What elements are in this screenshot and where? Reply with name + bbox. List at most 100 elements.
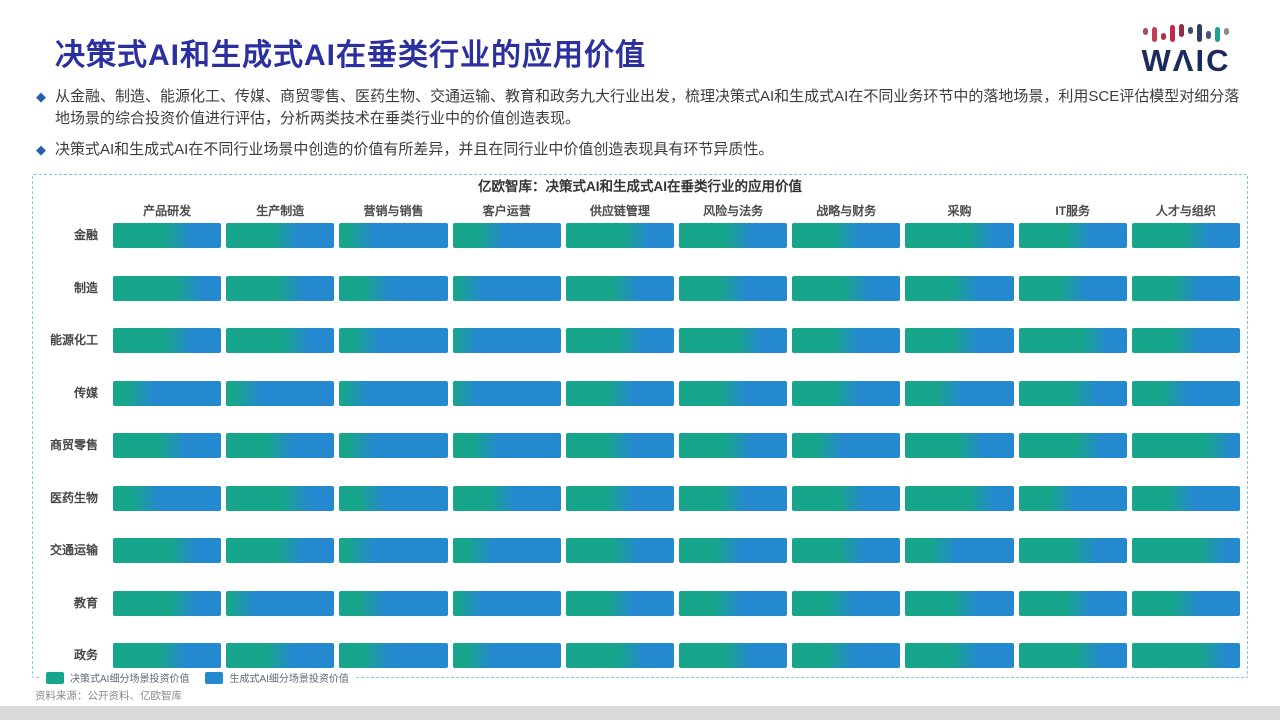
chart-panel: 亿欧智库：决策式AI和生成式AI在垂类行业的应用价值 产品研发 生产制造 营销与销售…	[32, 174, 1248, 686]
chart-cell	[452, 328, 561, 353]
chart-cell	[1131, 538, 1240, 563]
diamond-bullet-icon: ◆	[36, 89, 46, 104]
chart-cell	[452, 643, 561, 668]
chart-cell	[565, 643, 674, 668]
chart-cell	[905, 328, 1014, 353]
chart-cell	[339, 485, 448, 511]
waic-logo: WΛIC	[1118, 12, 1254, 76]
chart-cell	[792, 538, 901, 563]
chart-cell	[452, 275, 561, 301]
bullet-item: ◆ 决策式AI和生成式AI在不同行业场景中创造的价值有所差异，并且在同行业中价值…	[36, 139, 1254, 161]
chart-cell	[113, 328, 222, 353]
chart-cell	[226, 380, 335, 406]
chart-cell	[452, 223, 561, 248]
chart-cell	[565, 485, 674, 511]
logo-mark-icon	[1179, 24, 1184, 37]
chart-cell	[226, 643, 335, 668]
chart-cell	[1018, 433, 1127, 458]
logo-mark-icon	[1197, 24, 1202, 42]
chart-cell	[113, 223, 222, 248]
chart-cell	[678, 380, 788, 406]
column-header: 生产制造	[256, 203, 305, 218]
bottom-bar	[0, 706, 1280, 720]
chart-cell	[1018, 328, 1127, 353]
chart-cell	[339, 643, 448, 668]
chart-cell	[792, 485, 901, 511]
chart-cell	[226, 590, 335, 616]
row-label: 金融	[73, 228, 98, 242]
chart-cell	[113, 643, 222, 668]
chart-cell	[678, 643, 788, 668]
bullet-list: ◆ 从金融、制造、能源化工、传媒、商贸零售、医药生物、交通运输、教育和政务九大行…	[36, 86, 1254, 169]
chart-cell	[678, 328, 788, 353]
bullet-item: ◆ 从金融、制造、能源化工、传媒、商贸零售、医药生物、交通运输、教育和政务九大行…	[36, 86, 1254, 130]
row-label: 医药生物	[49, 490, 98, 505]
chart-cell	[792, 433, 901, 458]
logo-mark-icon	[1143, 28, 1148, 35]
chart-cell	[452, 380, 561, 406]
logo-mark-icon	[1188, 27, 1193, 34]
column-header: 产品研发	[143, 203, 192, 218]
chart-cell	[565, 275, 674, 301]
logo-mark-icon	[1224, 28, 1229, 35]
logo-mark-icon	[1206, 31, 1211, 39]
waic-logo-text: WΛIC	[1141, 43, 1231, 78]
chart-cell	[113, 380, 222, 406]
bullet-text: 决策式AI和生成式AI在不同行业场景中创造的价值有所差异，并且在同行业中价值创造…	[55, 140, 774, 158]
row-label: 交通运输	[49, 543, 98, 557]
chart-cell	[678, 485, 788, 511]
row-label: 制造	[73, 280, 98, 295]
chart-cell	[113, 538, 222, 563]
chart-cell	[113, 485, 222, 511]
column-header: 供应链管理	[589, 203, 650, 218]
page-title: 决策式AI和生成式AI在垂类行业的应用价值	[55, 39, 646, 72]
chart-cell	[792, 275, 901, 301]
chart-cell	[113, 275, 222, 301]
row-label: 商贸零售	[49, 438, 98, 452]
chart-cell	[452, 538, 561, 563]
chart-cell	[678, 275, 788, 301]
chart-cell	[1018, 485, 1127, 511]
chart-title: 亿欧智库：决策式AI和生成式AI在垂类行业的应用价值	[466, 175, 814, 195]
chart-cell	[792, 643, 901, 668]
chart-cell	[1018, 538, 1127, 563]
chart-cell	[339, 328, 448, 353]
logo-mark-icon	[1215, 27, 1220, 42]
column-header: IT服务	[1055, 203, 1091, 218]
column-header: 客户运营	[482, 203, 531, 218]
source-note: 资料来源：公开资料、亿欧智库	[35, 690, 182, 702]
chart-cell	[905, 433, 1014, 458]
chart-grid: 产品研发 生产制造 营销与销售 客户运营 供应链管理 风险与法务 战略与财务 采购 IT服务 人才…	[40, 197, 1240, 696]
chart-cell	[792, 328, 901, 353]
diamond-bullet-icon: ◆	[36, 141, 46, 157]
chart-cell	[339, 590, 448, 616]
logo-mark-icon	[1152, 27, 1157, 42]
chart-cell	[905, 223, 1014, 248]
bullet-text: 从金融、制造、能源化工、传媒、商贸零售、医药生物、交通运输、教育和政务九大行业出…	[55, 88, 1240, 127]
waic-logo-marks-icon	[1118, 12, 1254, 42]
row-label: 教育	[73, 595, 98, 610]
column-header: 人才与组织	[1155, 203, 1216, 218]
legend-item: 生成式AI细分场景投资价值	[205, 670, 349, 685]
chart-cell	[565, 328, 674, 353]
chart-cell	[565, 223, 674, 248]
chart-legend: 决策式AI细分场景投资价值 生成式AI细分场景投资价值	[41, 669, 354, 686]
chart-cell	[1131, 275, 1240, 301]
chart-cell	[1131, 223, 1240, 248]
logo-mark-icon	[1170, 25, 1175, 42]
chart-cell	[905, 275, 1014, 301]
chart-cell	[113, 433, 222, 458]
chart-cell	[1018, 275, 1127, 301]
chart-cell	[905, 380, 1014, 406]
chart-cell	[339, 538, 448, 563]
row-label: 能源化工	[49, 333, 98, 347]
chart-cell	[565, 433, 674, 458]
chart-cell	[339, 275, 448, 301]
chart-cell	[678, 590, 788, 616]
chart-cell	[452, 433, 561, 458]
chart-cell	[905, 590, 1014, 616]
legend-swatch	[46, 671, 64, 684]
chart-cell	[452, 485, 561, 511]
chart-cell	[1131, 433, 1240, 458]
